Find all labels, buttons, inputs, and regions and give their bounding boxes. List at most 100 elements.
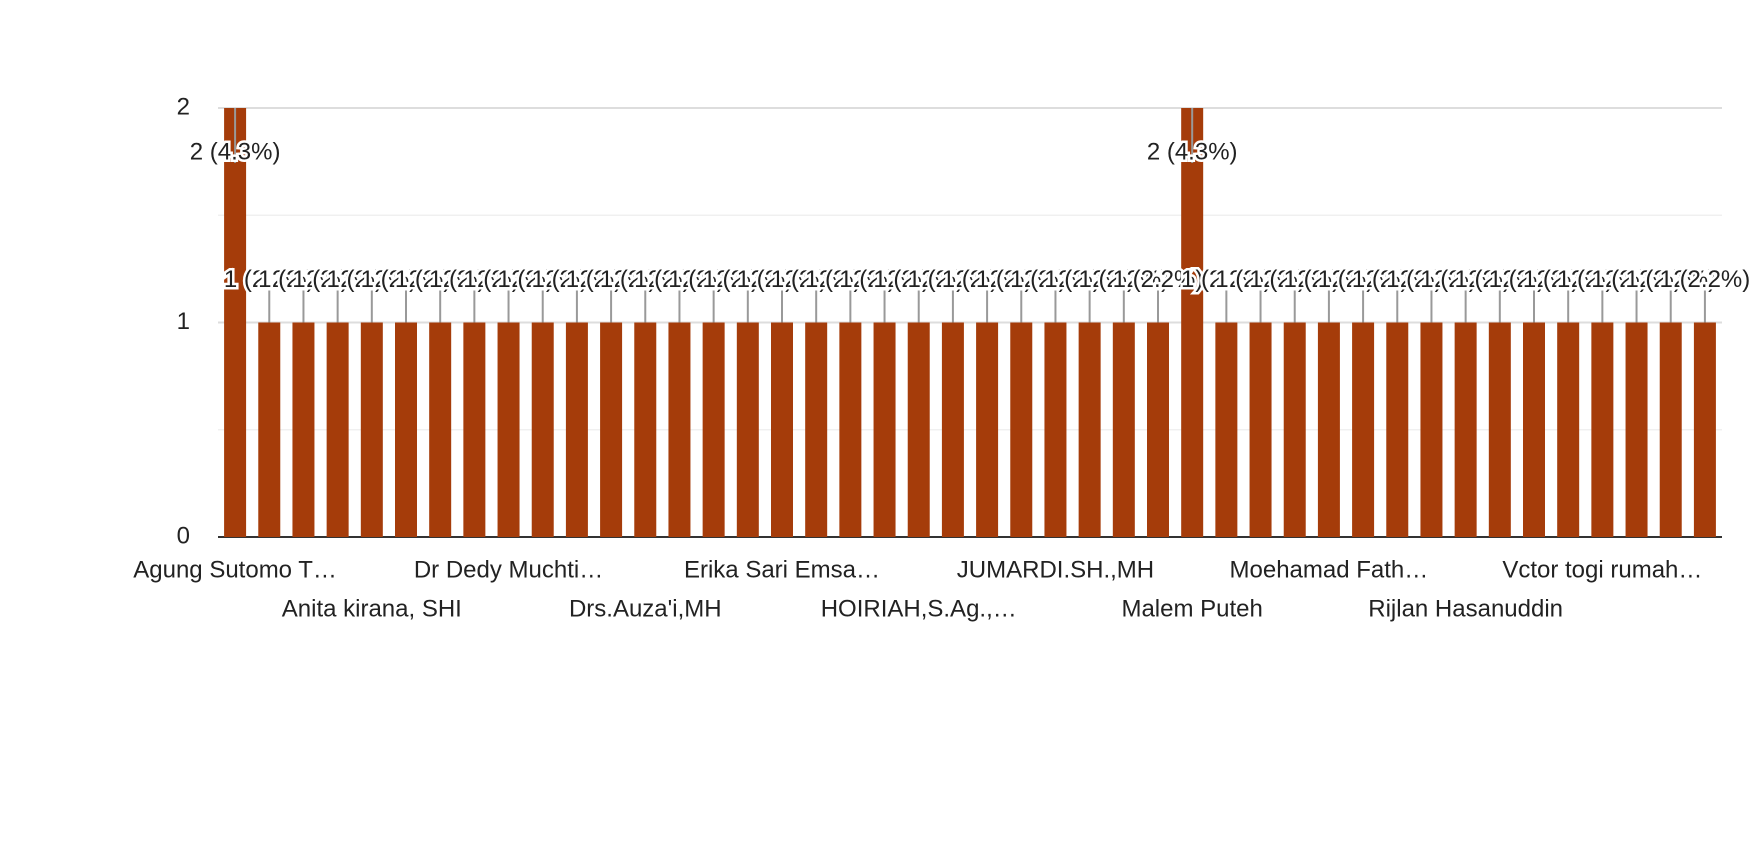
data-label: 1 (2.2%) <box>805 266 896 293</box>
data-label: 1 (2.2%) <box>497 266 588 293</box>
data-label: 1 (2.2%) <box>395 266 486 293</box>
data-label: 1 (2.2%) <box>873 266 964 293</box>
bar <box>907 322 930 537</box>
bar <box>292 322 315 537</box>
bar <box>634 322 657 537</box>
data-label: 1 (2.2%) <box>976 266 1067 293</box>
data-label: 1 (2.2%) <box>1557 266 1648 293</box>
data-label: 2 (4.3%) <box>190 138 281 165</box>
x-tick-label: Anita kirana, SHI <box>282 595 462 622</box>
data-label: 1 (2.2%) <box>1318 266 1409 293</box>
x-tick-label: Erika Sari Emsa… <box>684 556 880 583</box>
bar <box>1215 322 1238 537</box>
data-label: 1 (2.2%) <box>1352 266 1443 293</box>
bar <box>941 322 964 537</box>
bar <box>1112 322 1135 537</box>
bar <box>702 322 725 537</box>
data-label: 1 (2.2%) <box>634 266 725 293</box>
bar <box>565 322 588 537</box>
data-label: 1 (2.2%) <box>771 266 862 293</box>
data-label: 1 (2.2%) <box>463 266 554 293</box>
data-label: 1 (2.2%) <box>600 266 691 293</box>
data-label: 1 (2.2%) <box>1660 266 1750 293</box>
bar <box>1420 322 1443 537</box>
y-tick-label: 0 <box>177 522 190 549</box>
bar <box>224 108 247 537</box>
bar <box>1523 322 1545 537</box>
bar <box>258 322 281 537</box>
bar <box>531 322 554 537</box>
bar <box>395 322 417 537</box>
x-tick-label: Rijlan Hasanuddin <box>1368 595 1563 622</box>
bar <box>360 322 383 537</box>
data-label: 1 (2.2%) <box>1113 266 1204 293</box>
data-label: 1 (2.2%) <box>1044 266 1135 293</box>
bar <box>1044 322 1067 537</box>
x-tick-label: Vctor togi rumah… <box>1502 556 1702 583</box>
data-label: 1 (2.2%) <box>1625 266 1716 293</box>
data-label: 1 (2.2%) <box>1249 266 1340 293</box>
bar <box>1488 322 1511 537</box>
bar <box>976 322 999 537</box>
bar <box>1249 322 1272 537</box>
data-label: 1 (2.2%) <box>429 266 520 293</box>
data-label: 1 (2.2%) <box>1215 266 1306 293</box>
x-tick-label: HOIRIAH,S.Ag.,… <box>821 595 1017 622</box>
bar <box>1010 322 1033 537</box>
bar <box>1283 322 1306 537</box>
data-label: 1 (2.2%) <box>668 266 759 293</box>
data-label: 1 (2.2%) <box>1489 266 1580 293</box>
bar <box>1181 108 1204 537</box>
bar <box>497 322 520 537</box>
data-label: 1 (2.2%) <box>702 266 793 293</box>
bar <box>1693 322 1716 537</box>
bar <box>1557 322 1580 537</box>
bar <box>1317 322 1340 537</box>
bar <box>839 322 862 537</box>
bar <box>429 322 452 537</box>
bar <box>873 322 896 537</box>
bar <box>1352 322 1375 537</box>
bar <box>1591 322 1614 537</box>
bar <box>771 322 793 537</box>
data-label: 1 (2.2%) <box>1284 266 1375 293</box>
data-label: 1 (2.2%) <box>1591 266 1682 293</box>
bar <box>1625 322 1648 537</box>
data-label: 1 (2.2%) <box>292 266 383 293</box>
y-tick-label: 2 <box>177 93 190 120</box>
data-label: 1 (2.2%) <box>1523 266 1614 293</box>
data-label: 2 (4.3%) <box>1147 138 1238 165</box>
x-tick-label: Drs.Auza'i,MH <box>569 595 722 622</box>
data-label: 1 (2.2%) <box>258 266 349 293</box>
x-tick-label: JUMARDI.SH.,MH <box>957 556 1154 583</box>
x-tick-label: Agung Sutomo T… <box>133 556 337 583</box>
data-label: 1 (2.2%) <box>1010 266 1101 293</box>
bar <box>1386 322 1409 537</box>
data-label: 1 (2.2%) <box>839 266 930 293</box>
data-label: 1 (2.2%) <box>224 266 315 293</box>
data-label: 1 (2.2%) <box>1078 266 1169 293</box>
bar <box>668 322 691 537</box>
data-label: 1 (2.2%) <box>326 266 417 293</box>
bar <box>1454 322 1477 537</box>
bar <box>600 322 623 537</box>
data-label: 1 (2.2%) <box>1454 266 1545 293</box>
x-tick-label: Malem Puteh <box>1121 595 1262 622</box>
data-label: 1 (2.2%) <box>361 266 452 293</box>
data-label: 1 (2.2%) <box>1386 266 1477 293</box>
bar <box>1078 322 1101 537</box>
data-label: 1 (2.2%) <box>908 266 999 293</box>
y-tick-label: 1 <box>177 308 190 335</box>
x-tick-label: Moehamad Fath… <box>1230 556 1429 583</box>
data-label: 1 (2.2%) <box>1420 266 1511 293</box>
bar <box>1147 322 1169 537</box>
data-label: 1 (2.2%) <box>566 266 657 293</box>
bar <box>326 322 349 537</box>
x-tick-label: Dr Dedy Muchti… <box>414 556 603 583</box>
data-label: 1 (2.2%) <box>1181 266 1272 293</box>
bar <box>463 322 486 537</box>
bar <box>736 322 759 537</box>
bar <box>805 322 828 537</box>
data-label: 1 (2.2%) <box>737 266 828 293</box>
